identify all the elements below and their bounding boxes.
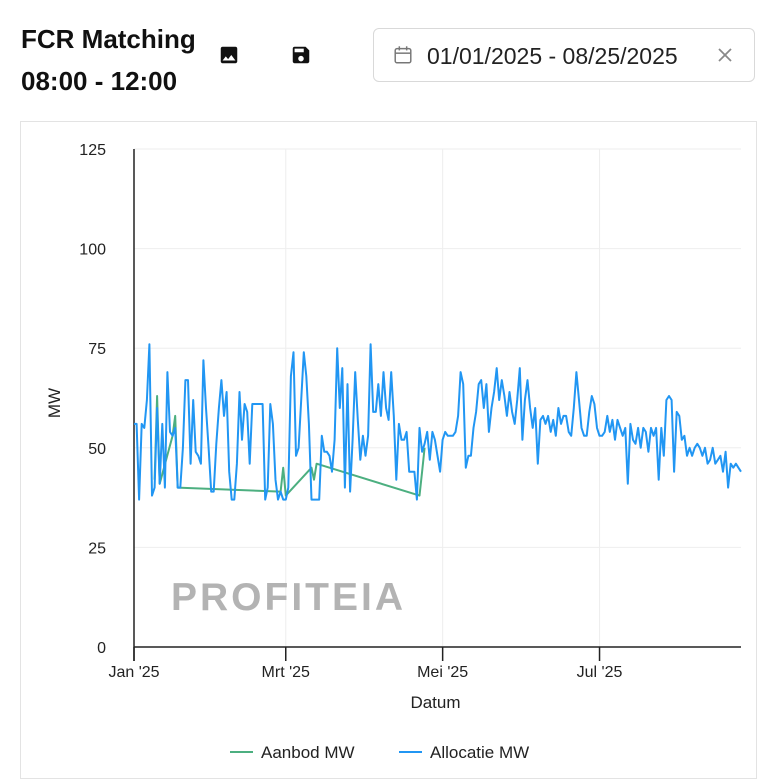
y-tick-label: 100 [79,242,106,259]
y-axis-label: MW [45,388,64,418]
title-line-2: 08:00 - 12:00 [21,66,178,96]
x-tick-label: Jan '25 [108,664,159,681]
y-tick-label: 25 [88,540,106,557]
x-axis-label: Datum [410,693,460,712]
y-tick-label: 125 [79,142,106,159]
y-tick-label: 50 [88,441,106,458]
title-line-1: FCR Matching [21,24,196,54]
chart-card: 0 25 50 75 100 125 Jan '25 Mrt '25 Mei '25 Jul '2… [20,121,757,779]
date-range-picker[interactable]: 01/01/2025 - 08/25/2025 [373,28,755,82]
line-chart: 0 25 50 75 100 125 Jan '25 Mrt '25 Mei '25 Jul '2… [45,142,742,762]
image-icon[interactable] [218,44,240,66]
x-tick-label: Mrt '25 [262,664,311,681]
series-line-allocatie [134,343,742,501]
date-range-value[interactable]: 01/01/2025 - 08/25/2025 [427,43,678,69]
calendar-icon [392,44,414,66]
page-title: FCR Matching 08:00 - 12:00 [21,18,196,102]
legend-label-allocatie: Allocatie MW [430,743,529,762]
y-tick-label: 75 [88,341,106,358]
watermark-logo: PROFITEIA [171,576,406,619]
legend-label-aanbod: Aanbod MW [261,743,355,762]
save-icon[interactable] [290,44,312,66]
close-icon[interactable] [716,46,734,64]
x-tick-label: Jul '25 [577,664,623,681]
y-tick-label: 0 [97,640,106,657]
x-tick-label: Mei '25 [417,664,468,681]
